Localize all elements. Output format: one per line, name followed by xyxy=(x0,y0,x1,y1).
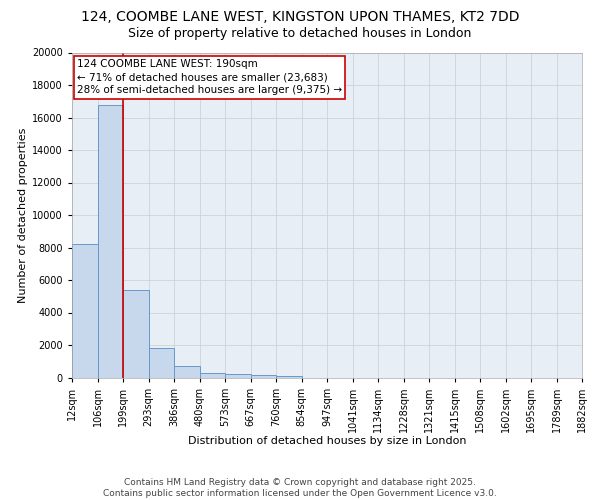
Bar xyxy=(98,104,123,378)
Y-axis label: Number of detached properties: Number of detached properties xyxy=(18,128,28,302)
Text: 124 COOMBE LANE WEST: 190sqm
← 71% of detached houses are smaller (23,683)
28% o: 124 COOMBE LANE WEST: 190sqm ← 71% of de… xyxy=(77,59,342,96)
Bar xyxy=(149,348,174,378)
Bar xyxy=(72,244,98,378)
Text: Contains HM Land Registry data © Crown copyright and database right 2025.
Contai: Contains HM Land Registry data © Crown c… xyxy=(103,478,497,498)
Bar xyxy=(123,290,149,378)
Bar xyxy=(200,372,225,378)
Text: 124, COOMBE LANE WEST, KINGSTON UPON THAMES, KT2 7DD: 124, COOMBE LANE WEST, KINGSTON UPON THA… xyxy=(81,10,519,24)
X-axis label: Distribution of detached houses by size in London: Distribution of detached houses by size … xyxy=(188,436,466,446)
Bar xyxy=(225,374,251,378)
Bar xyxy=(276,376,302,378)
Bar xyxy=(174,366,200,378)
Bar xyxy=(251,375,276,378)
Text: Size of property relative to detached houses in London: Size of property relative to detached ho… xyxy=(128,28,472,40)
